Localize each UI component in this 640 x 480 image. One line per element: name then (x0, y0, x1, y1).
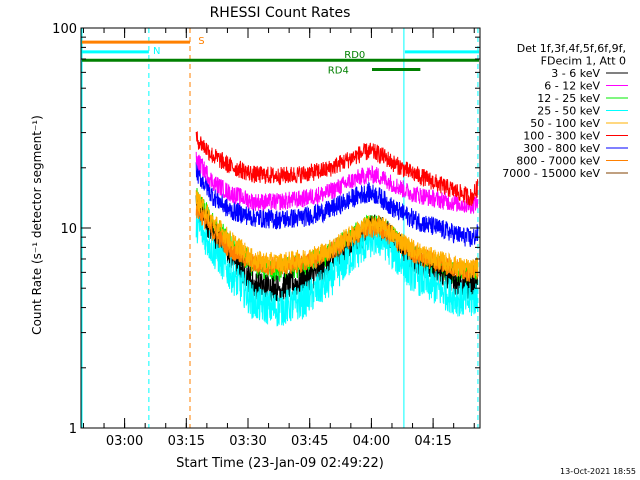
legend-entry-label: 25 - 50 keV (537, 105, 600, 118)
footer-timestamp: 13-Oct-2021 18:55 (560, 467, 636, 476)
legend-entry-label: 3 - 6 keV (551, 67, 600, 80)
legend-entry-label: 800 - 7000 keV (516, 155, 600, 168)
x-axis-label: Start Time (23-Jan-09 02:49:22) (176, 456, 384, 471)
state-bar-label: RD4 (328, 66, 349, 77)
legend-header: Det 1f,3f,4f,5f,6f,9f, (517, 42, 626, 55)
x-tick-label: 04:00 (353, 434, 390, 449)
series-line-50-100keV (195, 190, 479, 278)
y-tick-label: 10 (60, 222, 77, 237)
y-tick-label: 1 (69, 422, 77, 437)
legend-entry-label: 300 - 800 keV (523, 142, 600, 155)
x-tick-label: 03:45 (291, 434, 328, 449)
legend-entry-label: 6 - 12 keV (544, 80, 600, 93)
state-bar-label: RD0 (344, 50, 365, 61)
series-line-6-12keV (195, 151, 479, 215)
series-line-300-800keV (195, 162, 479, 247)
axes: 1 10 100 03:00 03:15 03:30 03:45 04:00 04:15 (52, 22, 481, 449)
legend-entry-label: 12 - 25 keV (537, 92, 600, 105)
state-bar-label: S (198, 36, 204, 47)
legend-entry-label: 100 - 300 keV (523, 130, 600, 143)
series-line-100-300keV (195, 131, 479, 207)
legend: Det 1f,3f,4f,5f,6f,9f,FDecim 1, Att 03 -… (502, 42, 628, 180)
x-tick-label: 04:15 (414, 434, 451, 449)
state-bars: S N RD0 RD4 (82, 36, 479, 77)
x-tick-label: 03:00 (106, 434, 143, 449)
x-tick-label: 03:15 (168, 434, 205, 449)
chart-title: RHESSI Count Rates (210, 5, 351, 21)
x-tick-label: 03:30 (229, 434, 266, 449)
legend-entry-label: 7000 - 15000 keV (502, 167, 600, 180)
state-bar-label: N (153, 46, 160, 57)
legend-header: FDecim 1, Att 0 (541, 55, 626, 68)
legend-entry-label: 50 - 100 keV (530, 117, 600, 130)
y-axis-label: Count Rate (s⁻¹ detector segment⁻¹) (30, 115, 44, 335)
series-line-25-50keV (195, 208, 479, 327)
y-tick-label: 100 (52, 22, 77, 37)
series-lines (195, 131, 479, 327)
